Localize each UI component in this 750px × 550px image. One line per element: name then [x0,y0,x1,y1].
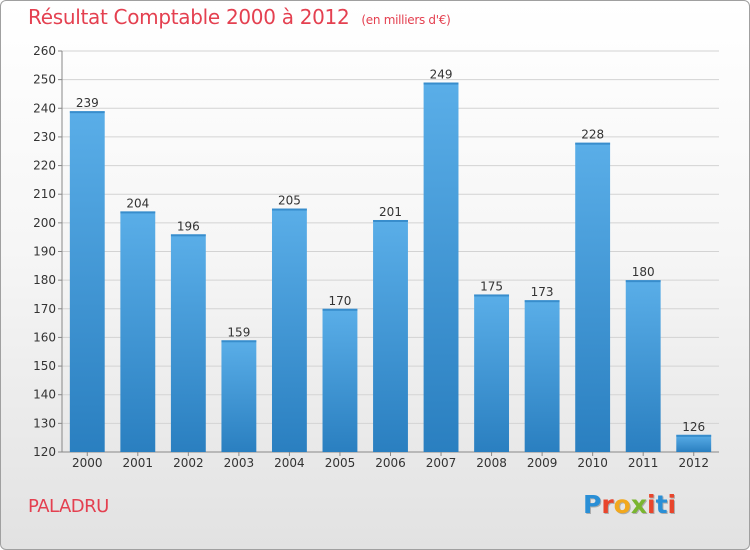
bar [221,340,257,452]
bar [322,308,358,452]
bar [373,219,408,452]
data-label: 205 [278,194,301,208]
x-tick-label: 2001 [123,456,154,470]
proxiti-logo[interactable]: Proxiti [583,490,676,519]
bar-top-edge [575,142,611,145]
bar-top-edge [373,219,408,222]
y-tick-label: 210 [33,187,56,201]
bar-top-edge [625,280,661,283]
y-tick-label: 230 [33,130,56,144]
x-tick-label: 2000 [72,456,103,470]
data-label: 159 [227,325,250,339]
x-tick-label: 2003 [224,456,255,470]
bars [69,82,712,453]
bar-top-edge [170,234,206,237]
bar [271,208,307,452]
y-tick-label: 160 [33,330,56,344]
data-label: 201 [379,205,402,219]
bar-top-edge [524,300,560,303]
bar [170,234,206,452]
logo-letter: x [630,490,647,519]
logo-letter: P [583,490,602,519]
y-tick-label: 220 [33,159,56,173]
y-tick-label: 170 [33,302,56,316]
data-label: 228 [581,128,604,142]
y-tick-label: 250 [33,73,56,87]
y-tick-label: 260 [33,44,56,58]
bar [69,111,105,453]
x-tick-label: 2009 [527,456,558,470]
data-label: 196 [177,219,200,233]
bar [474,294,510,452]
bar-top-edge [676,434,712,437]
x-tick-label: 2007 [426,456,457,470]
x-tick-label: 2002 [173,456,204,470]
bar [676,434,712,452]
y-tick-label: 120 [33,445,56,459]
y-tick-label: 130 [33,416,56,430]
data-label: 204 [126,196,149,210]
bar [575,142,611,452]
x-axis-ticks: 2000 2001 2002 2003 2004 2005 2006 2007 2008 2009… [72,456,709,470]
chart-title: Résultat Comptable 2000 à 2012 (en millie… [28,5,451,29]
bar [625,280,661,452]
logo-letter: r [601,490,614,519]
logo-letter: i [647,490,656,519]
y-tick-label: 200 [33,216,56,230]
x-tick-label: 2004 [274,456,305,470]
logo-letter: i [667,490,677,519]
x-tick-label: 2012 [678,456,709,470]
logo-letter: o [613,490,631,519]
y-tick-label: 240 [33,101,56,115]
data-label: 175 [480,279,503,293]
bar [524,300,560,452]
data-label: 180 [632,265,655,279]
data-label: 170 [329,294,352,308]
x-tick-label: 2008 [476,456,507,470]
data-label: 249 [430,68,453,82]
data-label: 126 [682,420,705,434]
data-label: 239 [76,96,99,110]
y-tick-label: 190 [33,245,56,259]
commune-name: PALADRU [28,496,109,517]
bar [120,211,156,452]
bar-top-edge [69,111,105,114]
x-tick-label: 2010 [577,456,608,470]
bar-top-edge [322,308,358,311]
x-tick-label: 2006 [375,456,406,470]
bar-top-edge [423,82,459,85]
bar-top-edge [271,208,307,211]
bar-top-edge [221,340,257,343]
bar-top-edge [474,294,510,297]
bar [423,82,459,452]
bar-top-edge [120,211,156,214]
data-labels: 239 204 196 159 205 170 201 249 175 173 228 180 126 [76,68,705,434]
logo-letter: t [655,490,668,519]
y-tick-label: 150 [33,359,56,373]
chart-subtitle: (en milliers d'€) [361,13,451,27]
y-tick-label: 180 [33,273,56,287]
x-tick-label: 2005 [325,456,356,470]
data-label: 173 [531,285,554,299]
chart-title-text: Résultat Comptable 2000 à 2012 [28,5,350,29]
x-tick-label: 2011 [628,456,659,470]
y-tick-label: 140 [33,388,56,402]
y-axis-ticks: 120 130 140 150 160 170 180 190 200 210 220 230 240 2… [33,44,56,459]
